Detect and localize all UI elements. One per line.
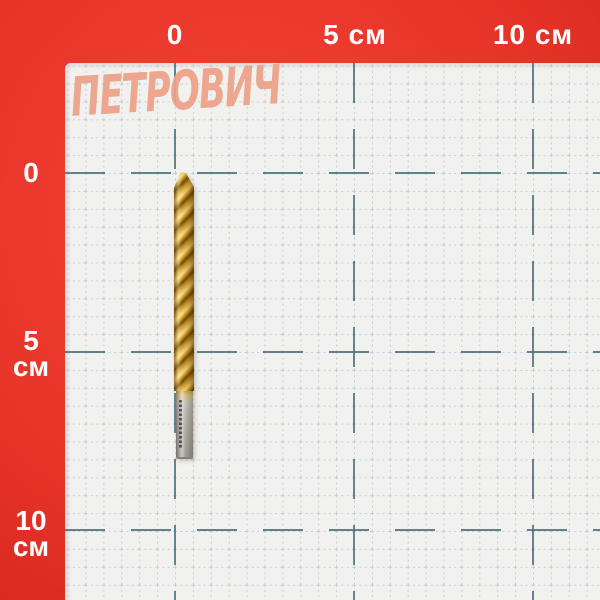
ruler-left-label-5cm: 5 см — [0, 325, 62, 382]
ruler-left-unit-5: см — [12, 351, 50, 382]
ruler-left-value-5: 5 — [23, 325, 39, 356]
minor-gridlines — [65, 63, 600, 600]
drill-shank-section — [175, 391, 193, 459]
ruler-left-label-10cm: 10 см — [0, 505, 62, 562]
drill-flute-section — [174, 172, 194, 391]
brand-watermark: ПЕТРОВИЧ — [68, 53, 283, 129]
measurement-grid — [65, 63, 600, 600]
ruler-top-label-5cm: 5 см — [323, 19, 387, 50]
drill-bit — [174, 172, 194, 459]
ruler-left-unit-10: см — [12, 531, 50, 562]
ruler-left-value-0: 0 — [23, 157, 39, 188]
drill-laser-marking-icon — [178, 400, 182, 448]
ruler-left-value-10: 10 — [15, 505, 47, 536]
ruler-top-label-0: 0 — [166, 19, 184, 50]
ruler-left-label-0: 0 — [0, 157, 62, 188]
grid-paper: ПЕТРОВИЧ — [65, 53, 600, 600]
ruler-top-label-10cm: 10 см — [492, 19, 574, 50]
